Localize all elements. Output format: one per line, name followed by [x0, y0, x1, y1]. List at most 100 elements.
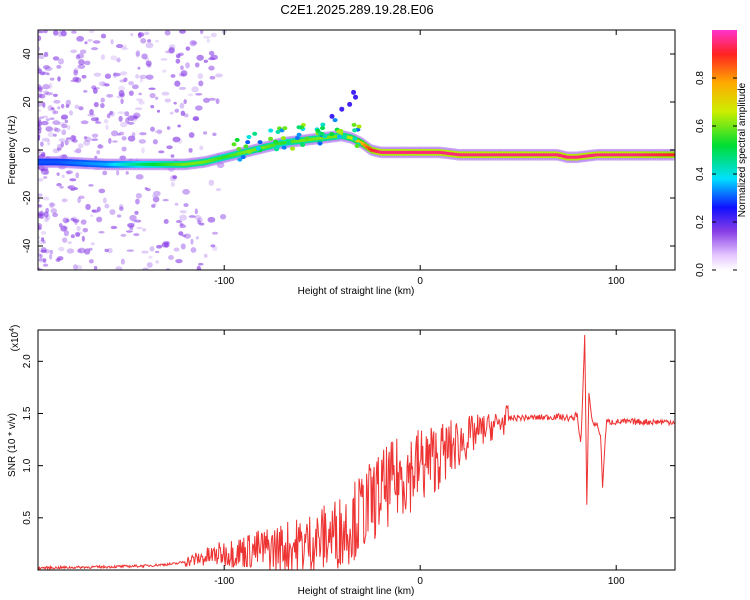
noise-speck [128, 90, 134, 96]
noise-speck [147, 39, 152, 43]
noise-speck [107, 247, 113, 254]
noise-speck [155, 129, 163, 134]
noise-speck [139, 132, 147, 136]
noise-speck [118, 206, 124, 212]
noise-speck [134, 219, 142, 223]
spectrogram-x-ticks: -100 0 100 [214, 30, 625, 287]
noise-speck [127, 115, 135, 122]
noise-speck [49, 249, 54, 255]
noise-speck [69, 178, 77, 182]
noise-speck [39, 216, 44, 219]
noise-speck [194, 215, 202, 220]
ridge-blob [356, 124, 362, 129]
noise-speck [209, 75, 216, 80]
noise-speck [71, 30, 77, 34]
ridge-blob [352, 128, 358, 133]
noise-speck [178, 86, 186, 90]
noise-speck [45, 118, 50, 122]
noise-speck [38, 226, 42, 231]
noise-speck [53, 99, 61, 104]
noise-speck [155, 96, 159, 100]
noise-speck [115, 266, 123, 270]
noise-speck [180, 70, 188, 77]
noise-speck [164, 98, 172, 103]
noise-speck [52, 56, 60, 61]
ridge-layer [38, 89, 675, 171]
noise-speck [93, 102, 99, 108]
noise-speck [171, 175, 176, 179]
noise-speck [88, 259, 94, 264]
noise-speck [198, 80, 204, 87]
noise-speck [208, 97, 216, 101]
y-tick-label: -20 [22, 190, 33, 205]
noise-speck [185, 46, 191, 51]
noise-speck [52, 120, 61, 125]
noise-speck [41, 137, 50, 142]
noise-speck [132, 112, 141, 119]
noise-speck [41, 71, 50, 75]
noise-speck [141, 53, 148, 60]
snr-panel: -100 0 100 0.5 1.0 1.5 2.0 Height of straight… [7, 325, 676, 597]
ridge-blob [290, 146, 296, 151]
noise-speck [85, 203, 91, 211]
noise-speck [120, 47, 129, 51]
noise-speck [113, 72, 121, 77]
colorbar-tick-label: 0.8 [695, 71, 706, 85]
noise-speck [52, 108, 56, 115]
ridge-blob [236, 146, 242, 151]
noise-speck [139, 74, 148, 79]
y-tick-label: 1.0 [22, 458, 33, 472]
noise-speck [73, 69, 79, 76]
ridge-blob [336, 129, 342, 134]
noise-speck [119, 71, 128, 76]
noise-speck [127, 135, 136, 142]
noise-speck [194, 62, 200, 68]
noise-speck [42, 196, 50, 201]
noise-speck [47, 131, 55, 138]
noise-speck [38, 116, 44, 120]
noise-speck [174, 80, 181, 87]
noise-speck [75, 54, 81, 60]
noise-speck [144, 31, 150, 36]
noise-speck [120, 233, 127, 237]
noise-speck [175, 54, 181, 59]
noise-speck [165, 50, 170, 54]
noise-speck [135, 50, 141, 57]
noise-speck [54, 110, 59, 115]
colorbar-tick-label: 0.6 [695, 119, 706, 133]
noise-speck [90, 117, 99, 122]
y-tick-label: 20 [22, 96, 33, 108]
ridge-blob [353, 94, 359, 100]
noise-speck [152, 196, 160, 203]
ridge-blob [234, 137, 240, 142]
noise-speck [180, 243, 186, 250]
noise-speck [61, 129, 67, 136]
noise-speck [152, 139, 158, 145]
ridge-blob [347, 101, 353, 107]
noise-speck [177, 124, 181, 128]
noise-speck [89, 30, 95, 34]
noise-speck [45, 214, 51, 221]
noise-speck [125, 230, 133, 233]
noise-speck [38, 118, 42, 124]
noise-speck [88, 247, 93, 251]
noise-speck [119, 121, 128, 128]
noise-speck [38, 247, 41, 253]
noise-speck [90, 47, 99, 51]
noise-speck [61, 174, 65, 178]
noise-speck [210, 32, 217, 38]
ridge-blob [319, 131, 325, 136]
noise-speck [39, 254, 43, 258]
noise-speck [53, 30, 59, 36]
noise-speck [210, 244, 216, 248]
noise-speck [53, 133, 57, 137]
noise-speck [72, 264, 78, 270]
noise-speck [78, 59, 85, 66]
noise-speck [61, 198, 69, 202]
noise-speck [81, 235, 85, 242]
ridge-blob [315, 128, 321, 133]
noise-speck [42, 64, 51, 70]
noise-speck [66, 185, 73, 189]
noise-speck [96, 206, 101, 212]
noise-speck [172, 175, 178, 180]
